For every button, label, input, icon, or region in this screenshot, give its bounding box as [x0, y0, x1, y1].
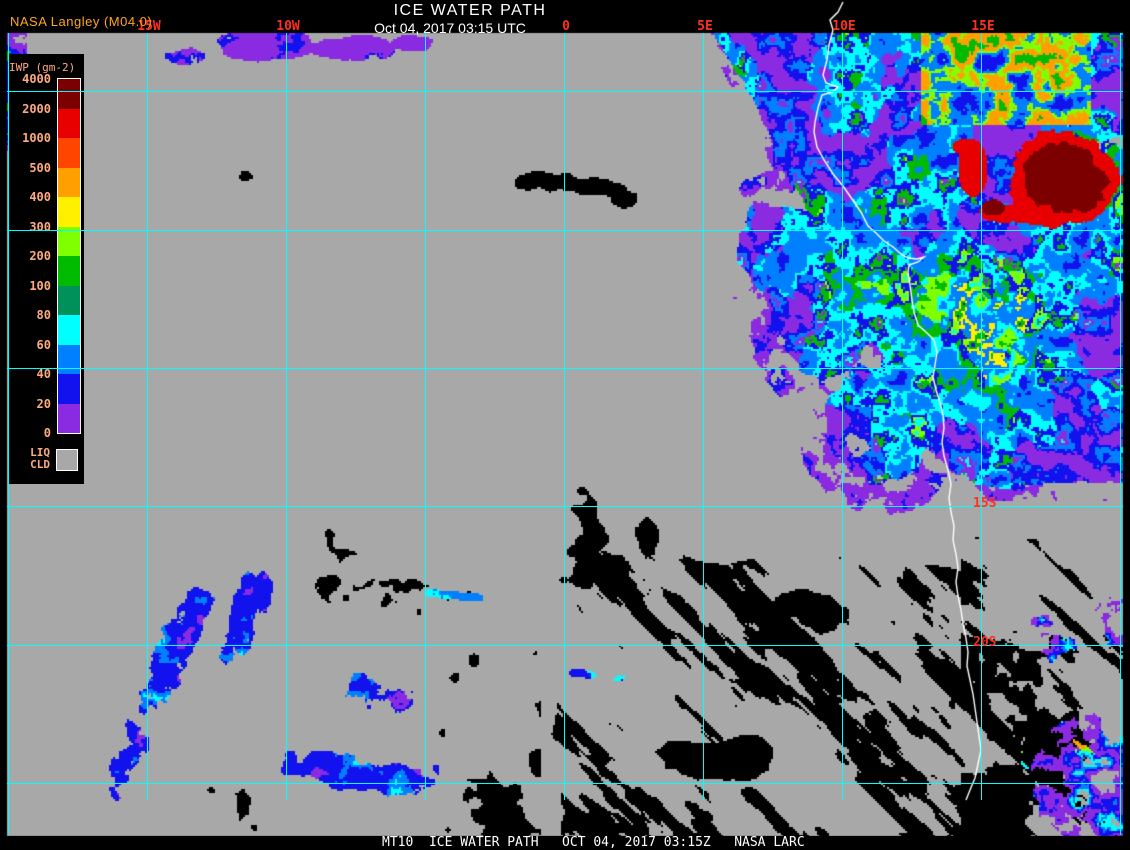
latitude-label: 20S — [973, 635, 997, 650]
legend-tick: 80 — [36, 308, 51, 322]
meridian-gridline — [564, 33, 565, 800]
legend-tick: 400 — [29, 190, 51, 204]
meridian-gridline — [286, 33, 287, 800]
legend-color-segment — [58, 344, 80, 374]
meridian-gridline — [1120, 33, 1121, 835]
meridian-gridline — [147, 33, 148, 800]
legend-color-segment — [58, 79, 80, 109]
legend-tick: 4000 — [22, 72, 51, 86]
meridian-gridline — [425, 33, 426, 800]
legend-tick: 60 — [36, 337, 51, 352]
longitude-label: 15W — [137, 19, 161, 34]
legend-tick: 0 — [43, 426, 51, 440]
parallel-gridline — [7, 645, 1123, 646]
legend-tick: 1000 — [22, 131, 51, 145]
latitude-label: 15S — [973, 496, 997, 511]
legend-color-segment — [58, 167, 80, 197]
parallel-gridline — [7, 230, 1123, 231]
meridian-gridline — [8, 33, 9, 835]
page-title: ICE WATER PATH — [393, 2, 547, 19]
legend-cld-label: CLD — [30, 458, 50, 471]
footer-status-text: MT10 ICE WATER PATH OCT 04, 2017 03:15Z … — [382, 835, 805, 850]
parallel-gridline — [7, 368, 1123, 369]
longitude-label: 15E — [971, 19, 995, 34]
parallel-gridline — [7, 783, 1123, 784]
longitude-label: 5E — [697, 19, 713, 34]
legend-liquid-cloud-swatch — [56, 449, 78, 471]
meridian-gridline — [842, 33, 843, 800]
legend-color-segment — [58, 315, 80, 345]
observation-datetime: Oct 04, 2017 03:15 UTC — [374, 20, 526, 36]
legend-tick: 500 — [29, 160, 51, 175]
legend-title: IWP (gm-2) — [9, 61, 76, 74]
meridian-gridline — [703, 33, 704, 800]
legend-color-segment — [58, 226, 80, 256]
footer-bar: MT10 ICE WATER PATH OCT 04, 2017 03:15Z … — [0, 836, 1130, 850]
legend-tick: 100 — [29, 278, 51, 293]
legend-liq-label: LIQ — [30, 446, 50, 459]
legend-color-segment — [58, 374, 80, 404]
legend-color-segment — [58, 256, 80, 286]
legend-color-segment — [58, 285, 80, 315]
legend-tick: 200 — [29, 249, 51, 263]
legend-color-segment — [58, 108, 80, 138]
longitude-label: 10E — [832, 19, 856, 34]
legend-tick: 40 — [36, 367, 51, 381]
meridian-gridline — [981, 33, 982, 800]
legend-colorbar — [57, 78, 81, 434]
legend-color-segment — [58, 197, 80, 227]
legend-color-segment — [58, 403, 80, 433]
legend-tick: 20 — [36, 396, 51, 411]
nasa-langley-credit: NASA Langley (M04.0) — [10, 14, 153, 29]
legend-tick: 2000 — [22, 101, 51, 116]
longitude-label: 0 — [562, 19, 570, 34]
legend-tick: 300 — [29, 219, 51, 234]
longitude-label: 10W — [276, 19, 300, 34]
parallel-gridline — [7, 506, 1123, 507]
parallel-gridline — [7, 91, 1123, 92]
legend-color-segment — [58, 138, 80, 168]
